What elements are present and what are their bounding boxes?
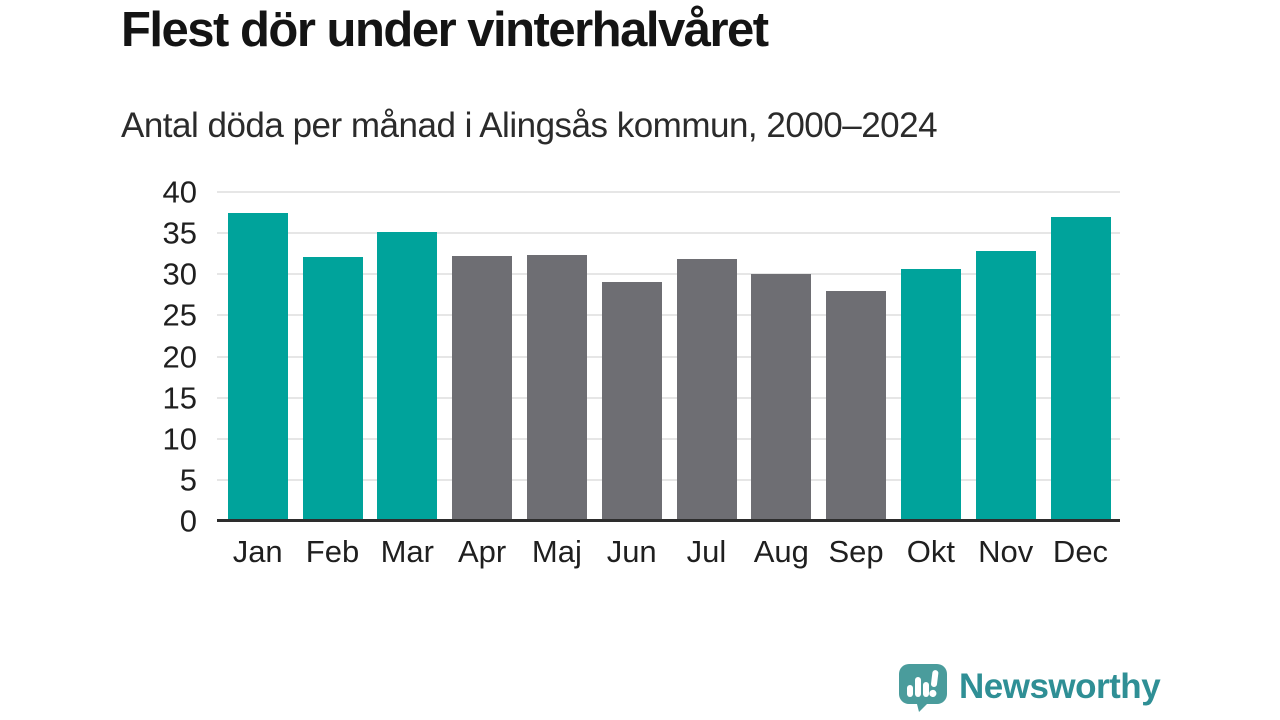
gridline-10 bbox=[217, 437, 1120, 440]
newsworthy-logo-text: Newsworthy bbox=[959, 667, 1161, 706]
bar-feb bbox=[302, 256, 363, 521]
y-tick-label-15: 15 bbox=[162, 380, 197, 416]
bar-apr bbox=[452, 256, 513, 521]
bar-maj bbox=[526, 255, 587, 521]
x-axis-tick-labels: Jan Feb Mar Apr Maj Jun Jul Aug Sep Okt Nov Dec bbox=[217, 533, 1120, 578]
y-tick-label-25: 25 bbox=[162, 297, 197, 333]
bar-mar bbox=[377, 232, 438, 521]
x-tick-label-aug: Aug bbox=[753, 534, 809, 569]
gridline-30 bbox=[217, 273, 1120, 276]
gridline-40 bbox=[217, 191, 1120, 193]
chart-title: Flest dör under vinterhalvåret bbox=[121, 3, 769, 57]
x-tick-label-nov: Nov bbox=[978, 534, 1034, 569]
plot-area bbox=[217, 191, 1120, 522]
x-axis-line bbox=[217, 519, 1120, 522]
newsworthy-speech-bubble-chart-icon bbox=[899, 664, 947, 712]
x-tick-label-jul: Jul bbox=[686, 534, 727, 569]
gridline-25 bbox=[217, 314, 1120, 317]
x-tick-label-jun: Jun bbox=[606, 534, 657, 569]
y-tick-label-30: 30 bbox=[162, 256, 197, 292]
x-tick-label-mar: Mar bbox=[380, 534, 434, 569]
y-tick-label-35: 35 bbox=[162, 215, 197, 251]
x-tick-label-okt: Okt bbox=[906, 534, 956, 569]
bar-nov bbox=[975, 251, 1036, 521]
y-tick-label-0: 0 bbox=[179, 503, 197, 539]
gridline-20 bbox=[217, 355, 1120, 358]
newsworthy-logo: Newsworthy bbox=[897, 662, 1161, 712]
x-tick-label-maj: Maj bbox=[531, 534, 582, 569]
gridline-15 bbox=[217, 396, 1120, 399]
x-tick-label-feb: Feb bbox=[305, 534, 360, 569]
y-tick-label-5: 5 bbox=[179, 462, 197, 498]
bar-jan bbox=[227, 213, 288, 521]
bar-okt bbox=[900, 268, 961, 521]
bar-aug bbox=[751, 274, 812, 521]
x-tick-label-jan: Jan bbox=[232, 534, 283, 569]
y-tick-label-10: 10 bbox=[162, 421, 197, 457]
chart-subtitle: Antal döda per månad i Alingsås kommun, … bbox=[121, 106, 938, 145]
bar-jul bbox=[676, 258, 737, 521]
y-tick-label-20: 20 bbox=[162, 339, 197, 374]
gridline-35 bbox=[217, 232, 1120, 235]
bar-sep bbox=[826, 290, 887, 521]
bar-chart: 0 5 10 15 20 25 30 35 40 Jan Feb Mar Apr Maj Jun Jul Au… bbox=[0, 177, 1280, 592]
gridline-5 bbox=[217, 478, 1120, 481]
bar-jun bbox=[601, 282, 662, 521]
y-tick-label-40: 40 bbox=[162, 174, 197, 210]
bar-dec bbox=[1050, 216, 1111, 521]
x-tick-label-apr: Apr bbox=[457, 534, 507, 569]
x-tick-label-dec: Dec bbox=[1052, 534, 1109, 569]
x-tick-label-sep: Sep bbox=[828, 534, 884, 569]
